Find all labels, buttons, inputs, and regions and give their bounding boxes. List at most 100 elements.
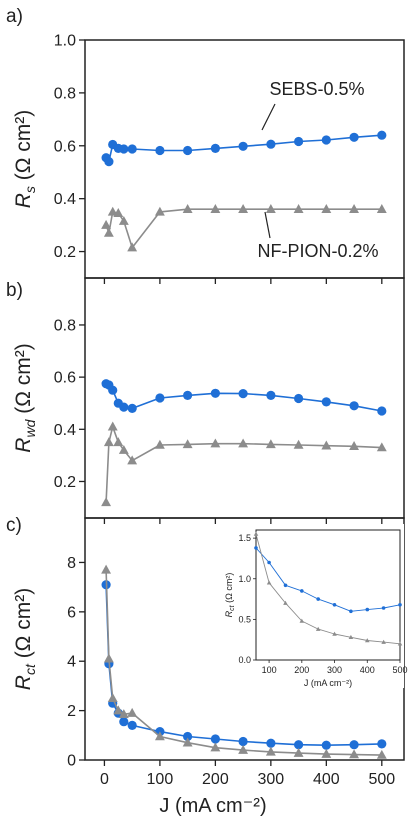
series-1-point [321,135,331,145]
y-axis-label-symbol: R [12,675,35,690]
panels: 0.2 0.4 0.6 0.8 1.0 a) Rs (Ω cm²) SEBS-0.5% NF-P… [6,6,408,788]
inset-x-tick-label: 200 [294,665,309,675]
series-2-point [113,437,124,447]
series-2-point [349,204,360,213]
series-1-point [119,402,129,412]
series-2-point [107,206,118,216]
x-tick-label: 0 [100,771,109,788]
x-tick-label: 400 [313,771,340,788]
series-1-point [266,139,276,149]
series-annotation-sebs: SEBS-0.5% [269,79,364,99]
series-2-point [265,204,276,213]
series-2-point [118,444,129,454]
series-2-point [154,731,165,741]
y-tick-label: 0 [67,753,76,770]
series-1-point [294,393,304,404]
inset-series-2-point [397,641,403,646]
inset-series-1-point [254,546,258,550]
annotation-leader-line [261,103,276,131]
y-tick-label: 0.6 [54,138,76,155]
y-tick-label: 0.4 [54,422,76,439]
series-2-point [118,215,129,225]
x-tick-label: 300 [258,771,285,788]
inset-series-2-point [364,638,370,643]
series-2-point [107,693,118,703]
series-2-point [103,227,114,237]
series-2-point [349,749,360,759]
y-tick-label: 0.2 [54,244,76,261]
y-tick-label: 8 [67,555,76,572]
y-axis-label-subscript: wd [22,418,38,437]
series-2-point [265,746,276,756]
series-2-point [321,748,332,758]
inset-x-tick-label: 300 [327,665,342,675]
y-tick-label: 2 [67,703,76,720]
inset-series-2-point [381,639,386,644]
series-2-point [293,204,304,213]
inset-series-1-point [267,560,271,565]
series-1-point [294,740,304,750]
series-2-point [154,206,165,216]
series-2-point [127,707,138,717]
series-2-point [293,747,304,757]
series-2-point [127,242,138,252]
panel-1: 0.2 0.4 0.6 0.8 1.0 a) Rs (Ω cm²) SEBS-0.5% NF-P… [6,6,405,284]
series-1-point [377,406,387,416]
inset-series-2-point [253,531,259,536]
series-annotation-nf-pion: NF-PION-0.2% [257,241,378,261]
series-1-point [321,740,331,750]
inset-x-tick-label: 400 [360,665,375,675]
panel-2: 0.2 0.4 0.6 0.8 b) Rwd (Ω cm²) [6,277,405,524]
series-1-point [266,738,276,748]
inset-y-axis-label-unit: (Ω cm²) [224,573,234,606]
inset-series-1-point [365,607,370,612]
series-1-point [321,397,331,407]
inset-series-2-point [315,626,321,631]
series-2-point [103,653,114,663]
series-2-point [376,442,387,452]
panel-letter: b) [6,280,23,301]
series-1-point [104,157,114,167]
series-1-point [155,145,165,156]
y-tick-label: 0.8 [54,317,76,334]
series-2-point [101,497,112,507]
y-tick-label: 6 [67,604,76,621]
y-tick-label: 1.0 [54,33,76,50]
inset-y-tick-label: 1.0 [238,574,251,584]
inset-y-axis-label-symbol: R [224,610,234,617]
series-1-point [349,740,359,750]
panel-letter: c) [6,515,22,536]
series-2-point [321,204,332,213]
y-axis-label-unit: (Ω cm²) [12,588,35,664]
x-tick-label: 200 [202,771,229,788]
series-2-point [210,742,221,752]
series-2-point [265,439,276,449]
x-axis-label: J (mA cm⁻²) [159,795,266,817]
series-2-point [321,440,332,450]
series-2-point [349,441,360,451]
y-axis-label-subscript: s [22,186,38,193]
series-1-point [127,720,137,731]
y-tick-label: 0.2 [54,474,76,491]
y-tick-label: 0.8 [54,85,76,102]
series-1-point [210,143,220,153]
y-axis-label-unit: (Ω cm²) [12,343,35,419]
inset-series-2-point [299,618,305,623]
inset-y-tick-label: 1.5 [238,533,251,543]
series-2-point [238,204,249,213]
series-2-point [101,219,112,229]
series-2-point [127,455,138,465]
series-1-point [266,390,276,400]
inset-x-tick-label: 100 [262,665,277,675]
inset-series-1-point [300,589,304,593]
series-1-point [377,739,387,749]
inset-series-1-point [349,609,353,614]
series-1-point [119,144,129,154]
inset-chart: 0.0 0.5 1.0 1.5 100 200 300 400 500 J (mA cm⁻²) Rc… [220,524,408,688]
series-2-point [210,204,221,213]
panel-letter: a) [6,6,23,27]
series-1-point [127,403,137,413]
y-axis-label-symbol: R [12,193,35,208]
series-2-line [105,425,382,503]
